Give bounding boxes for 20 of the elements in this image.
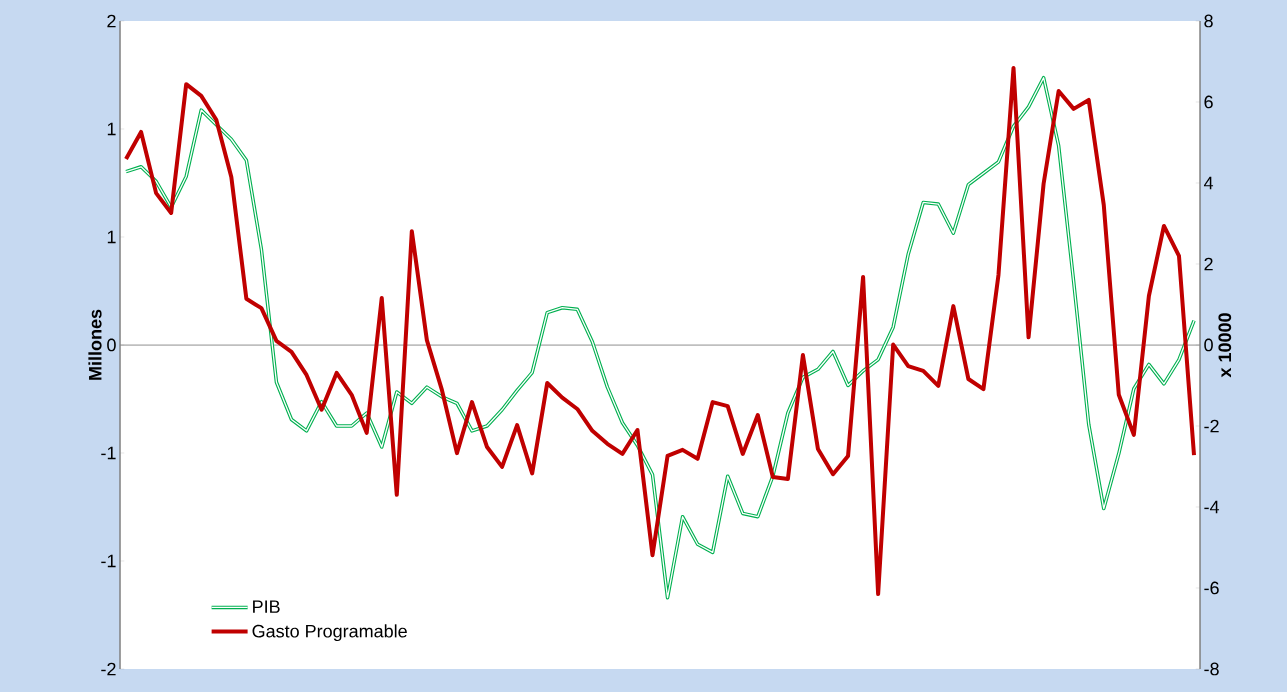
legend-label: Gasto Programable [252,624,407,642]
y2-tick-label: 0 [1204,338,1213,352]
legend-label: PIB [253,600,280,613]
y-tick-label: 2 [107,14,116,28]
y2-tick-label: 4 [1203,176,1214,190]
y2-tick-label: -4 [1204,500,1220,514]
y2-tick-label: -8 [1204,662,1219,676]
y-tick-label: 0 [107,338,116,352]
y-tick-label: 1 [107,122,116,136]
y2-tick-label: -6 [1204,581,1219,595]
y2-axis-title: x 10000 [1218,313,1232,378]
y-tick-label: -2 [101,662,116,676]
y-tick-label: -1 [101,554,116,568]
y2-tick-label: 2 [1204,257,1213,271]
y2-tick-label: 6 [1204,95,1213,109]
y2-tick-label: -2 [1204,419,1219,433]
y-axis-title: Millones [88,309,102,380]
y-tick-label: 1 [107,230,116,244]
y-tick-label: -1 [101,446,116,460]
y2-tick-label: 8 [1204,14,1213,28]
